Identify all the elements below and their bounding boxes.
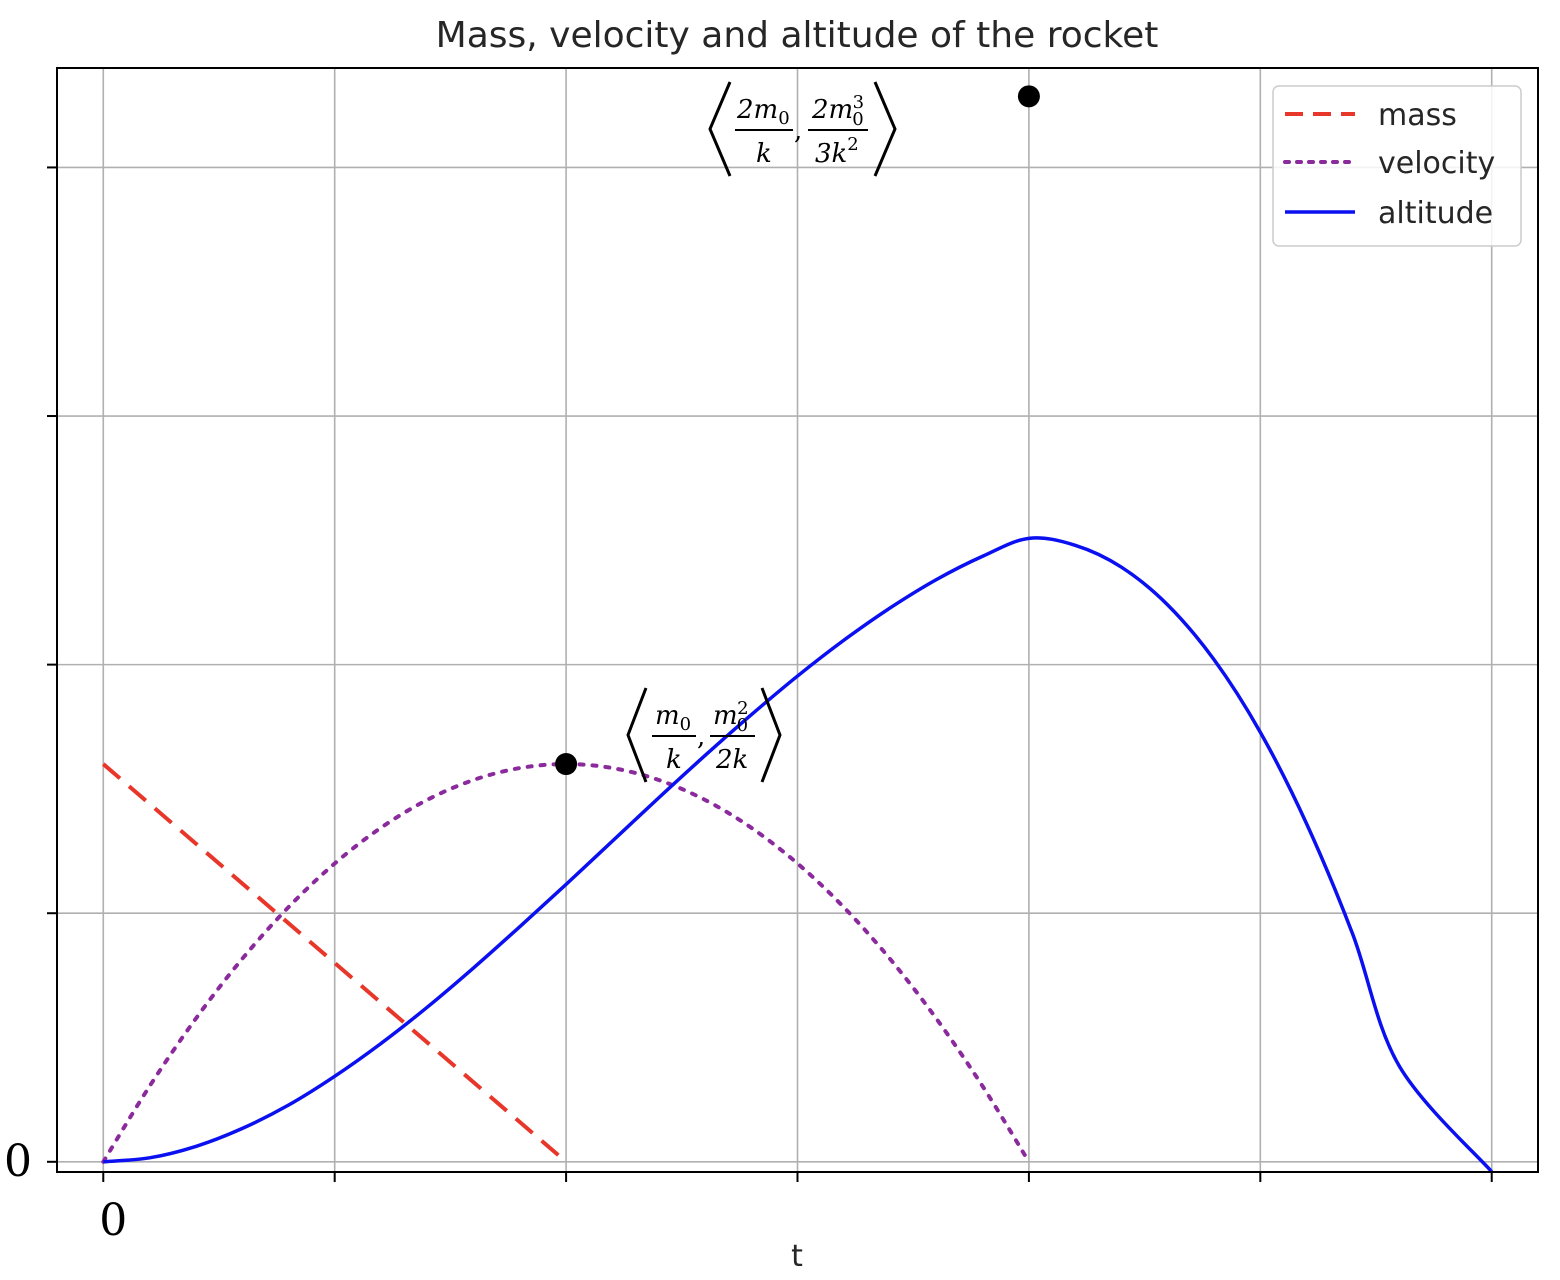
angle-bracket-right bbox=[760, 687, 782, 783]
annotation-2-den-right: 3k2 bbox=[815, 134, 859, 169]
annotation-2-comma: , bbox=[794, 116, 802, 146]
legend-label-altitude: altitude bbox=[1378, 196, 1493, 231]
angle-bracket-left bbox=[708, 81, 732, 177]
x-tick-label: 0 bbox=[99, 1195, 127, 1246]
legend: mass velocity altitude bbox=[1272, 85, 1522, 247]
annotation-2-num-left: 2m0 bbox=[736, 95, 790, 129]
point-layer bbox=[555, 85, 1040, 776]
annotation-velocity-peak: m0 k , m02 2k bbox=[626, 687, 782, 783]
y-tick-label: 0 bbox=[4, 1136, 32, 1187]
highlight-point bbox=[555, 753, 578, 776]
annotation-1-den-right: 2k bbox=[715, 745, 748, 775]
chart-title: Mass, velocity and altitude of the rocke… bbox=[436, 15, 1159, 56]
annotation-1-den-left: k bbox=[666, 745, 682, 775]
grid bbox=[57, 68, 1538, 1172]
annotation-2-num-right: 2m03 bbox=[811, 92, 864, 130]
annotation-1-comma: , bbox=[697, 722, 705, 752]
series-line-altitude bbox=[103, 536, 1494, 1173]
annotation-2-den-left: k bbox=[756, 139, 772, 169]
plot-frame bbox=[56, 67, 1539, 1173]
annotation-altitude-peak: 2m0 k , 2m03 3k2 bbox=[708, 81, 897, 177]
legend-box bbox=[1272, 85, 1522, 247]
highlight-point bbox=[1017, 85, 1040, 108]
legend-label-velocity: velocity bbox=[1378, 146, 1495, 181]
annotation-1-num-left: m0 bbox=[655, 701, 691, 735]
annotation-1-num-right: m02 bbox=[713, 698, 749, 736]
x-axis-label: t bbox=[791, 1239, 803, 1274]
ticks: 00 bbox=[4, 166, 1493, 1246]
legend-label-mass: mass bbox=[1378, 98, 1457, 133]
angle-bracket-left bbox=[626, 687, 648, 783]
angle-bracket-right bbox=[873, 81, 897, 177]
